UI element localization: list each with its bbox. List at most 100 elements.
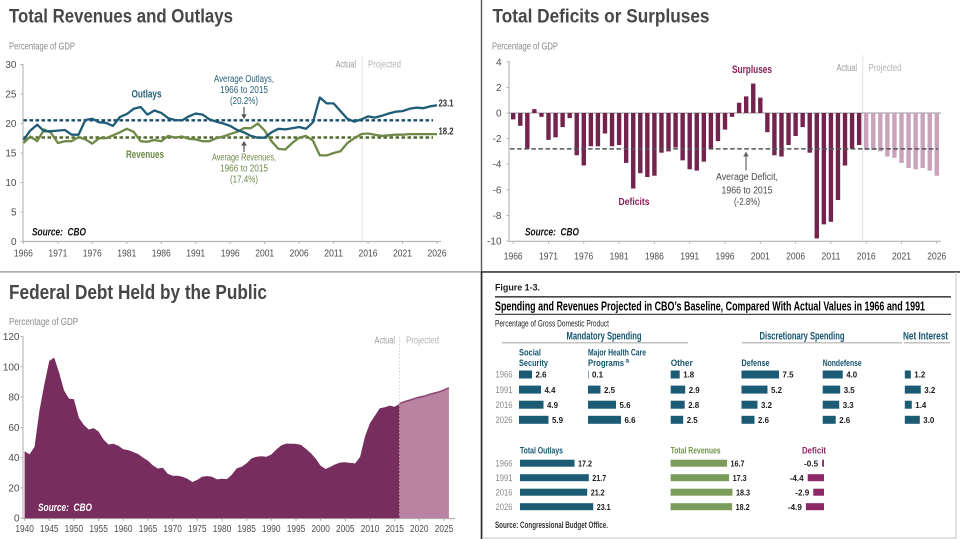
svg-text:2016: 2016 (857, 252, 876, 263)
svg-text:2020: 2020 (410, 524, 429, 535)
svg-text:(-2.8%): (-2.8%) (734, 197, 760, 208)
svg-text:4: 4 (496, 57, 502, 68)
svg-text:Security: Security (519, 358, 549, 369)
svg-text:(20.2%): (20.2%) (230, 96, 258, 107)
svg-text:-4.4: -4.4 (790, 473, 804, 483)
svg-text:Figure 1-3.: Figure 1-3. (495, 283, 540, 294)
svg-text:23.1: 23.1 (439, 98, 454, 110)
svg-text:(17.4%): (17.4%) (230, 175, 258, 186)
svg-text:2005: 2005 (336, 524, 355, 535)
svg-text:Major Health Care: Major Health Care (588, 348, 646, 359)
svg-text:1965: 1965 (139, 524, 158, 535)
svg-text:-4: -4 (493, 160, 502, 171)
svg-text:1966: 1966 (496, 370, 513, 380)
svg-text:1971: 1971 (48, 249, 67, 260)
svg-text:2.5: 2.5 (604, 385, 615, 395)
svg-text:2.6: 2.6 (758, 415, 769, 425)
svg-text:1960: 1960 (114, 524, 133, 535)
svg-text:Federal Debt Held by the Publi: Federal Debt Held by the Public (9, 282, 267, 304)
svg-text:1940: 1940 (15, 524, 34, 535)
svg-text:Source: Congressional Budget O: Source: Congressional Budget Office. (495, 520, 608, 531)
svg-text:18.2: 18.2 (736, 502, 750, 512)
svg-text:2.6: 2.6 (536, 370, 547, 380)
svg-text:Percentage of GDP: Percentage of GDP (492, 42, 558, 53)
svg-text:0.1: 0.1 (592, 370, 603, 380)
svg-text:Actual: Actual (375, 336, 396, 347)
svg-text:4.0: 4.0 (846, 370, 857, 380)
svg-text:21.2: 21.2 (591, 487, 605, 497)
svg-text:a: a (626, 358, 630, 365)
svg-text:Percentage of Gross Domestic P: Percentage of Gross Domestic Product (495, 319, 609, 330)
svg-text:-10: -10 (487, 237, 502, 248)
svg-text:0: 0 (11, 237, 17, 248)
svg-text:1966: 1966 (504, 252, 523, 263)
svg-text:3.3: 3.3 (843, 400, 854, 410)
svg-text:-2.9: -2.9 (795, 487, 809, 497)
svg-text:1981: 1981 (610, 252, 629, 263)
svg-text:20: 20 (5, 119, 17, 130)
svg-text:2010: 2010 (361, 524, 380, 535)
svg-text:Total Outlays: Total Outlays (520, 445, 563, 456)
svg-text:1996: 1996 (221, 249, 240, 260)
svg-text:Projected: Projected (368, 60, 401, 71)
svg-text:2: 2 (496, 83, 502, 94)
svg-text:1955: 1955 (89, 524, 108, 535)
svg-text:2001: 2001 (751, 252, 770, 263)
svg-text:Surpluses: Surpluses (732, 64, 772, 76)
svg-text:-8: -8 (493, 211, 502, 222)
svg-text:2006: 2006 (290, 249, 309, 260)
svg-text:Social: Social (519, 348, 541, 359)
svg-text:3.5: 3.5 (844, 385, 855, 395)
svg-text:2.9: 2.9 (689, 385, 700, 395)
svg-text:2026: 2026 (496, 415, 513, 425)
svg-text:1991: 1991 (496, 473, 513, 483)
svg-text:1991: 1991 (496, 385, 513, 395)
svg-text:1966 to 2015: 1966 to 2015 (220, 85, 268, 96)
svg-text:2.5: 2.5 (687, 415, 698, 425)
svg-text:2026: 2026 (927, 252, 946, 263)
svg-text:1996: 1996 (716, 252, 735, 263)
svg-text:1966 to 2015: 1966 to 2015 (722, 186, 773, 197)
svg-text:Mandatory Spending: Mandatory Spending (567, 331, 642, 343)
svg-text:0: 0 (14, 514, 20, 525)
svg-text:4.4: 4.4 (545, 385, 556, 395)
svg-text:2016: 2016 (496, 400, 513, 410)
svg-text:21.7: 21.7 (592, 473, 606, 483)
svg-text:2001: 2001 (255, 249, 274, 260)
svg-text:Average Deficit,: Average Deficit, (716, 172, 778, 183)
svg-text:Deficits: Deficits (619, 196, 650, 208)
svg-text:40: 40 (8, 453, 20, 464)
svg-text:17.3: 17.3 (733, 473, 747, 483)
svg-text:1975: 1975 (188, 524, 207, 535)
svg-text:Source: CBO: Source: CBO (525, 227, 579, 239)
svg-text:3.2: 3.2 (924, 385, 935, 395)
svg-text:Programs: Programs (588, 358, 624, 369)
svg-text:2016: 2016 (496, 487, 513, 497)
svg-text:80: 80 (8, 393, 20, 404)
svg-text:Percentage of GDP: Percentage of GDP (9, 42, 75, 53)
svg-text:-0.5: -0.5 (804, 458, 818, 468)
svg-text:Average Revenues,: Average Revenues, (212, 153, 276, 164)
svg-text:1995: 1995 (287, 524, 306, 535)
svg-text:60: 60 (8, 423, 20, 434)
svg-text:18.3: 18.3 (736, 487, 750, 497)
svg-text:1980: 1980 (213, 524, 232, 535)
svg-text:Percentage of GDP: Percentage of GDP (9, 317, 78, 328)
svg-text:7.5: 7.5 (783, 370, 794, 380)
svg-text:3.0: 3.0 (923, 415, 934, 425)
svg-text:Nondefense: Nondefense (823, 358, 862, 369)
svg-text:1991: 1991 (680, 252, 699, 263)
svg-text:Discretionary Spending: Discretionary Spending (760, 331, 845, 343)
svg-text:Average Outlays,: Average Outlays, (214, 74, 274, 85)
svg-text:2021: 2021 (393, 249, 412, 260)
svg-text:2.6: 2.6 (839, 415, 850, 425)
svg-text:2000: 2000 (311, 524, 330, 535)
svg-text:5.6: 5.6 (620, 400, 631, 410)
svg-text:Projected: Projected (869, 63, 902, 74)
svg-text:1976: 1976 (574, 252, 593, 263)
svg-text:18.2: 18.2 (439, 126, 454, 138)
svg-text:20: 20 (8, 483, 20, 494)
svg-text:1985: 1985 (237, 524, 256, 535)
svg-text:1966: 1966 (14, 249, 33, 260)
svg-text:-2: -2 (493, 134, 502, 145)
